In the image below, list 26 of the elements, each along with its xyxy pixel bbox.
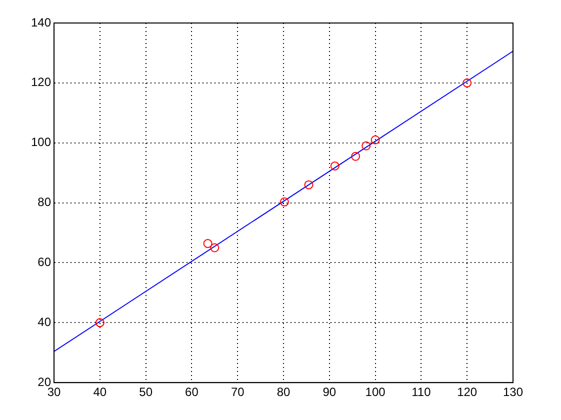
point bbox=[362, 141, 371, 150]
x-tick-label: 100 bbox=[365, 385, 386, 400]
x-tick-label: 50 bbox=[139, 385, 153, 400]
y-tick-label: 140 bbox=[30, 15, 52, 30]
y-tick-label: 60 bbox=[38, 255, 52, 270]
x-tick-label: 40 bbox=[93, 385, 107, 400]
point bbox=[210, 243, 220, 252]
y-tick-label: 80 bbox=[38, 195, 52, 210]
y-tick-label: 120 bbox=[30, 75, 52, 90]
point bbox=[370, 135, 380, 144]
point bbox=[351, 152, 360, 161]
x-tick-label: 130 bbox=[502, 385, 524, 400]
x-tick-label: 90 bbox=[322, 385, 336, 400]
point bbox=[203, 239, 212, 248]
point bbox=[304, 180, 314, 190]
point bbox=[330, 161, 340, 170]
x-tick-label: 70 bbox=[230, 385, 245, 400]
x-tick-label: 60 bbox=[185, 385, 199, 400]
y-tick-label: 40 bbox=[38, 314, 52, 329]
x-tick-label: 110 bbox=[412, 385, 432, 400]
point bbox=[280, 197, 289, 206]
x-tick-label: 80 bbox=[276, 385, 291, 400]
x-tick-label: 120 bbox=[457, 385, 478, 400]
point bbox=[462, 78, 472, 88]
y-tick-label: 100 bbox=[30, 135, 52, 150]
point bbox=[95, 318, 104, 328]
